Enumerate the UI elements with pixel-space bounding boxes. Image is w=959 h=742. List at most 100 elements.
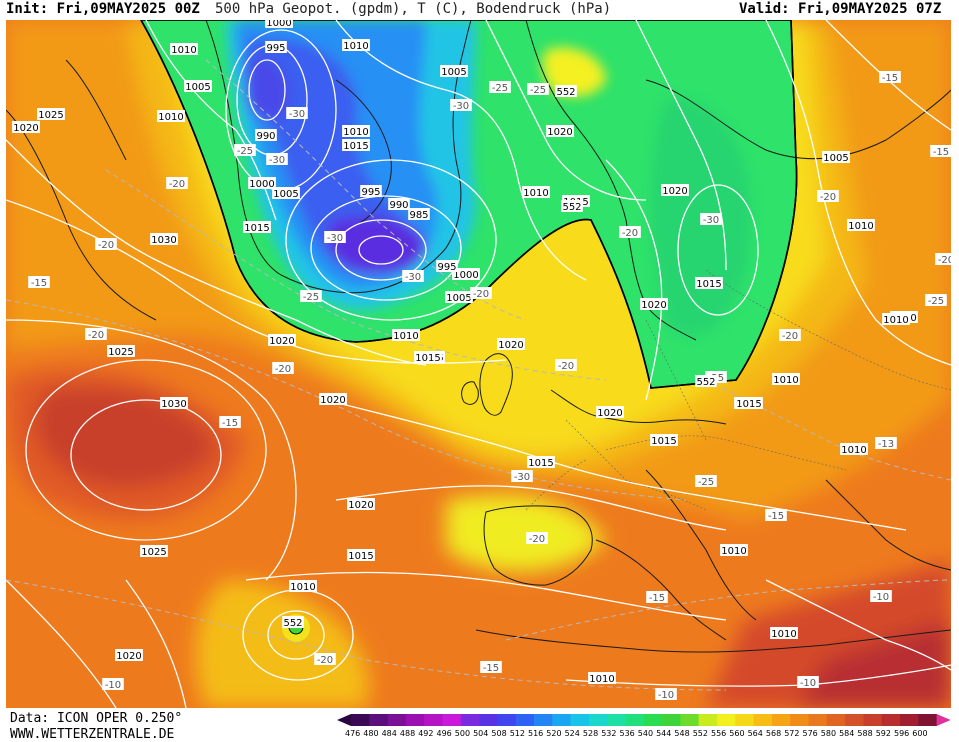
svg-text:552: 552 <box>556 87 575 98</box>
svg-text:1025: 1025 <box>108 347 133 358</box>
isotherm-label: -30 <box>450 99 472 112</box>
isobar-label: 1010 <box>289 580 317 593</box>
svg-text:1005: 1005 <box>823 153 848 164</box>
isobar-label: 1010 <box>772 373 800 386</box>
isotherm-label: -30 <box>700 213 722 226</box>
colorbar-swatch <box>881 714 901 726</box>
colorbar-label: 540 <box>637 729 654 738</box>
colorbar-swatch <box>424 714 443 726</box>
isobar-label: 1015 <box>414 351 442 364</box>
isotherm-label: -15 <box>28 276 50 289</box>
colorbar-swatch <box>497 714 517 726</box>
colorbar-swatch <box>479 714 498 726</box>
isotherm-label: -20 <box>314 653 336 666</box>
colorbar-swatch <box>369 714 389 726</box>
isobar-label: 1005 <box>272 187 300 200</box>
isobar-label: 1020 <box>12 121 40 134</box>
colorbar-label: 496 <box>436 729 452 738</box>
isotherm-label: -13 <box>875 437 897 450</box>
svg-text:-20: -20 <box>622 228 638 239</box>
svg-text:-30: -30 <box>269 155 285 166</box>
colorbar-label: 552 <box>692 729 708 738</box>
svg-text:-25: -25 <box>698 477 714 488</box>
svg-text:1020: 1020 <box>498 340 523 351</box>
colorbar-swatch <box>643 714 663 726</box>
colorbar-label: 568 <box>765 729 782 738</box>
isotherm-label: -25 <box>234 144 256 157</box>
svg-text:1010: 1010 <box>343 127 368 138</box>
svg-text:-25: -25 <box>237 146 253 157</box>
isotherm-label: -25 <box>489 81 511 94</box>
svg-text:1010: 1010 <box>158 112 183 123</box>
isobar-label: 1025 <box>140 545 168 558</box>
svg-text:-25: -25 <box>303 292 319 303</box>
colorbar-label: 588 <box>857 729 873 738</box>
isobar-label: 1005 <box>445 291 473 304</box>
colorbar-swatch <box>607 714 626 726</box>
svg-text:-10: -10 <box>658 690 674 701</box>
isobar-label: 1020 <box>640 298 668 311</box>
isobar-label: 1015 <box>650 434 678 447</box>
isobar-label: 1020 <box>546 125 574 138</box>
isobar-label: 1015 <box>342 139 370 152</box>
svg-text:1015: 1015 <box>736 399 761 410</box>
geopotential-label: 552 <box>561 200 583 213</box>
isobar-label: 985 <box>408 208 430 221</box>
svg-text:-20: -20 <box>473 289 489 300</box>
colorbar-label: 508 <box>491 729 507 738</box>
svg-text:1020: 1020 <box>641 300 666 311</box>
svg-text:1010: 1010 <box>773 375 798 386</box>
svg-text:1005: 1005 <box>441 67 466 78</box>
svg-text:-30: -30 <box>405 272 421 283</box>
colorbar-swatch <box>753 714 773 726</box>
svg-text:1020: 1020 <box>597 408 622 419</box>
colorbar-swatch <box>863 714 883 726</box>
svg-text:1015: 1015 <box>696 279 721 290</box>
colorbar-label: 488 <box>399 729 416 738</box>
isobar-label: 1015 <box>735 397 763 410</box>
colorbar-label: 544 <box>656 729 672 738</box>
isobar-label: 1000 <box>265 20 293 29</box>
isobar-label: 1010 <box>847 219 875 232</box>
isobar-label: 1020 <box>661 184 689 197</box>
isobar-label: 1000 <box>452 268 480 281</box>
colorbar-swatch <box>790 714 809 726</box>
isotherm-label: -15 <box>646 591 668 604</box>
svg-text:1010: 1010 <box>523 188 548 199</box>
colorbar-label: 532 <box>601 729 617 738</box>
svg-text:-20: -20 <box>938 255 951 266</box>
colorbar-label: 600 <box>912 729 928 738</box>
svg-text:-10: -10 <box>873 592 889 603</box>
colorbar-label: 576 <box>802 729 818 738</box>
colorbar-label: 500 <box>454 729 471 738</box>
isobar-label: 1010 <box>882 313 910 326</box>
isobar-label: 1015 <box>527 456 555 469</box>
svg-text:-30: -30 <box>703 215 719 226</box>
isobar-label: 1010 <box>770 627 798 640</box>
colorbar-label: 584 <box>839 729 855 738</box>
colorbar-swatch <box>808 714 828 726</box>
svg-text:1010: 1010 <box>848 221 873 232</box>
isotherm-label: -20 <box>166 177 188 190</box>
svg-text:-30: -30 <box>514 472 530 483</box>
temperature-labels: -30 -30 -25 -30 -20 -20 -30 -25 -30 -25 -20 -25 -15 -… <box>28 71 951 701</box>
svg-text:-20: -20 <box>275 364 291 375</box>
isobar-label: 1010 <box>342 125 370 138</box>
isobar-label: 1030 <box>150 233 178 246</box>
svg-text:-25: -25 <box>530 85 546 96</box>
colorbar-label: 520 <box>546 729 562 738</box>
isotherm-label: -30 <box>286 107 308 120</box>
svg-text:-10: -10 <box>800 678 816 689</box>
svg-text:1015: 1015 <box>348 551 373 562</box>
isobar-label: 1010 <box>840 443 868 456</box>
isotherm-label: -25 <box>300 290 322 303</box>
colorbar-label: 572 <box>784 729 800 738</box>
isotherm-label: -20 <box>555 359 577 372</box>
chart-footer: Data: ICON OPER 0.250° WWW.WETTERZENTRAL… <box>0 708 959 742</box>
colorbar <box>337 714 951 726</box>
colorbar-label: 480 <box>363 729 379 738</box>
colorbar-swatch <box>552 714 572 726</box>
isotherm-label: -20 <box>272 362 294 375</box>
